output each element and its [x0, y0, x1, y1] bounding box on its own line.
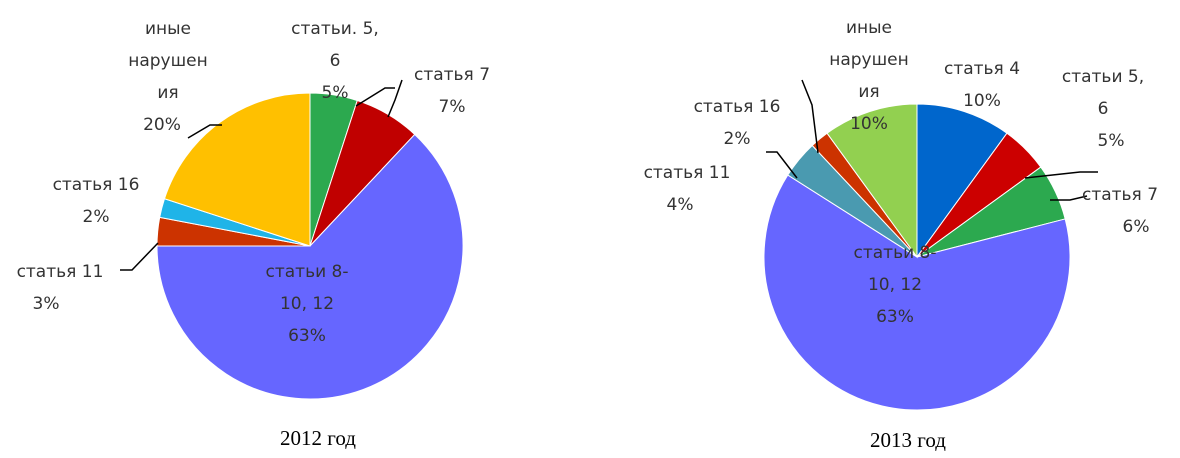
slice-label-1-line-1: статья 4 — [944, 59, 1020, 79]
slice-percent-3: 6% — [1123, 217, 1150, 237]
pie-chart-2013: статья 4 10% статьи 5, 6 5% статья 7 6% статьи … — [590, 0, 1180, 453]
slice-percent-1: 10% — [963, 91, 1001, 111]
slice-label-5-line-1: статья 16 — [53, 175, 140, 195]
slice-label-6-line-1: иные — [145, 19, 191, 39]
slice-label-7-line-3: ия — [858, 82, 879, 102]
chart-caption: 2013 год — [870, 428, 946, 452]
slice-label-1-line-2: 6 — [330, 51, 341, 71]
slice-percent-5: 2% — [83, 207, 110, 227]
pie-chart-2013-svg: статья 4 10% статьи 5, 6 5% статья 7 6% статьи … — [644, 18, 1158, 452]
leader-line-4 — [120, 242, 159, 271]
leader-line-1 — [355, 87, 395, 107]
slice-label-7-line-2: нарушен — [829, 50, 909, 70]
pie-chart-2012-svg: статьи. 5, 6 5% статья 7 7% статьи 8- 10, 12 63… — [17, 19, 490, 450]
slice-percent-4: 63% — [876, 307, 914, 327]
leader-line-6 — [801, 79, 819, 154]
leader-line-2 — [387, 79, 403, 118]
leader-line-3 — [1050, 195, 1088, 201]
chart-caption: 2012 год — [280, 426, 356, 450]
slice-label-7-line-1: иные — [846, 18, 892, 38]
slice-label-4-line-2: 10, 12 — [868, 275, 922, 295]
pie-slice-6 — [163, 92, 311, 247]
slice-percent-7: 10% — [850, 114, 888, 134]
slice-label-3-line-2: 10, 12 — [280, 294, 334, 314]
slice-percent-6: 20% — [143, 115, 181, 135]
slice-label-2-line-2: 6 — [1098, 99, 1109, 119]
slice-label-5-line-1: статья 11 — [644, 163, 731, 183]
slice-percent-2: 5% — [1098, 131, 1125, 151]
pie-slice-3 — [156, 133, 464, 400]
leader-line-6 — [187, 124, 222, 139]
pie-slice-4 — [763, 174, 1071, 411]
slice-label-6-line-2: нарушен — [128, 51, 208, 71]
pie-slice-7 — [826, 103, 918, 259]
slice-percent-5: 4% — [667, 195, 694, 215]
leader-line-2 — [1024, 171, 1098, 179]
slice-label-3-line-1: статья 7 — [1082, 185, 1158, 205]
slice-percent-4: 3% — [33, 294, 60, 314]
slice-percent-3: 63% — [288, 326, 326, 346]
slice-label-6-line-1: статья 16 — [694, 97, 781, 117]
pie-chart-2012: статьи. 5, 6 5% статья 7 7% статьи 8- 10, 12 63… — [0, 0, 590, 453]
slice-label-3-line-1: статьи 8- — [266, 262, 349, 282]
leader-line-5 — [766, 151, 798, 179]
slice-label-2-line-1: статьи 5, — [1062, 67, 1144, 87]
slice-label-4-line-1: статьи 8- — [854, 243, 937, 263]
slice-label-6-line-3: ия — [157, 83, 178, 103]
slice-percent-1: 5% — [322, 83, 349, 103]
slice-label-2-line-1: статья 7 — [414, 65, 490, 85]
slice-label-1-line-1: статьи. 5, — [291, 19, 379, 39]
pie-slice-1 — [916, 103, 1008, 259]
slice-percent-6: 2% — [724, 129, 751, 149]
slice-percent-2: 7% — [439, 97, 466, 117]
slice-label-4-line-1: статья 11 — [17, 262, 104, 282]
